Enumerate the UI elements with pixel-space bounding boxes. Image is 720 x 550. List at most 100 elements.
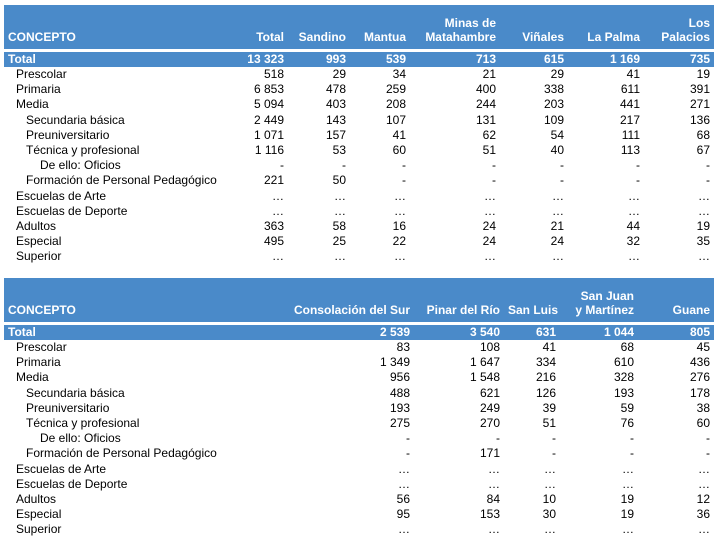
cell-value: … xyxy=(622,476,634,491)
cell-value: 1 647 xyxy=(469,355,500,370)
cell-value: 956 xyxy=(389,370,410,385)
row-label: Preuniversitario xyxy=(26,400,110,415)
municipality-column-header: Guane xyxy=(638,278,714,322)
cell-value: … xyxy=(334,203,346,218)
cell-value: 338 xyxy=(543,82,564,97)
row-label: Escuelas de Arte xyxy=(16,188,107,203)
cell-value: - xyxy=(492,173,496,188)
cell-value: 44 xyxy=(626,218,640,233)
cell-value: - xyxy=(706,431,710,446)
table-row: Primaria 1 349 1 647 334 610 436 xyxy=(4,355,714,370)
cell-value: 68 xyxy=(620,340,634,355)
cell-value: … xyxy=(394,188,406,203)
cell-value: 24 xyxy=(550,234,564,249)
cell-value: … xyxy=(394,203,406,218)
cell-value: 19 xyxy=(696,67,710,82)
cell-value: … xyxy=(698,461,710,476)
table-row: De ello: Oficios - - - - - - - xyxy=(4,158,714,173)
row-label: Prescolar xyxy=(16,67,67,82)
cell-value: 58 xyxy=(332,218,346,233)
cell-value: - xyxy=(706,158,710,173)
cell-value: 24 xyxy=(482,234,496,249)
table-row: De ello: Oficios - - - - - xyxy=(4,431,714,446)
municipality-column-header: Los Palacios xyxy=(644,5,714,49)
table-row: Formación de Personal Pedagógico - 171 - - - xyxy=(4,446,714,461)
cell-value: … xyxy=(272,188,284,203)
table-row: Adultos 363 58 16 24 21 44 19 xyxy=(4,219,714,234)
cell-value: … xyxy=(484,249,496,264)
table-row: Prescolar 518 29 34 21 29 41 19 xyxy=(4,67,714,82)
cell-value: 276 xyxy=(689,370,710,385)
cell-value: … xyxy=(398,476,410,491)
concept-column-header: CONCEPTO xyxy=(4,5,240,49)
table-row: Técnica y profesional 275 270 51 76 60 xyxy=(4,416,714,431)
cell-value: 83 xyxy=(396,340,410,355)
cell-value: - xyxy=(560,158,564,173)
cell-value: 34 xyxy=(392,67,406,82)
row-label: Formación de Personal Pedagógico xyxy=(26,173,217,188)
cell-value: 10 xyxy=(542,491,556,506)
cell-value: 107 xyxy=(385,112,406,127)
municipality-column-header: Total xyxy=(240,5,288,49)
cell-value: 249 xyxy=(479,400,500,415)
table-row: Formación de Personal Pedagógico 221 50 - - -… xyxy=(4,173,714,188)
cell-value: … xyxy=(334,249,346,264)
cell-value: 328 xyxy=(613,370,634,385)
cell-value: 143 xyxy=(325,112,346,127)
cell-value: 518 xyxy=(263,67,284,82)
table-row: Superior…………… xyxy=(4,522,714,537)
row-label: Escuelas de Arte xyxy=(16,461,107,476)
cell-value: … xyxy=(272,203,284,218)
cell-value: 50 xyxy=(332,173,346,188)
cell-value: 36 xyxy=(696,507,710,522)
cell-value: 217 xyxy=(619,112,640,127)
cell-value: 157 xyxy=(325,127,346,142)
cell-value: 495 xyxy=(263,234,284,249)
cell-value: … xyxy=(398,522,410,537)
cell-value: 60 xyxy=(696,416,710,431)
cell-value: … xyxy=(622,461,634,476)
cell-value: - xyxy=(496,431,500,446)
cell-value: 62 xyxy=(482,127,496,142)
table-row: Escuelas de Arte………………… xyxy=(4,189,714,204)
municipality-column-header: Viñales xyxy=(500,5,568,49)
row-label: Total xyxy=(4,325,284,340)
cell-value: - xyxy=(342,158,346,173)
cell-value: 221 xyxy=(263,173,284,188)
table-row: Preuniversitario 1 071 157 41 62 54 111 68 xyxy=(4,128,714,143)
cell-value: 19 xyxy=(620,491,634,506)
cell-value: 3 540 xyxy=(414,325,504,340)
total-row: Total 2 539 3 540 631 1 044 805 xyxy=(4,325,714,340)
cell-value: 41 xyxy=(626,67,640,82)
cell-value: 29 xyxy=(550,67,564,82)
cell-value: 153 xyxy=(479,507,500,522)
cell-value: 436 xyxy=(689,355,710,370)
cell-value: 38 xyxy=(696,400,710,415)
cell-value: 32 xyxy=(626,234,640,249)
cell-value: 2 539 xyxy=(284,325,414,340)
cell-value: 621 xyxy=(479,385,500,400)
table-row: Escuelas de Deporte…………… xyxy=(4,477,714,492)
cell-value: 68 xyxy=(696,127,710,142)
cell-value: 35 xyxy=(696,234,710,249)
cell-value: - xyxy=(636,158,640,173)
cell-value: - xyxy=(630,431,634,446)
row-label: Primaria xyxy=(16,355,61,370)
cell-value: 60 xyxy=(392,143,406,158)
row-label: Primaria xyxy=(16,82,61,97)
cell-value: 45 xyxy=(696,340,710,355)
cell-value: 403 xyxy=(325,97,346,112)
row-label: Técnica y profesional xyxy=(26,143,140,158)
cell-value: … xyxy=(622,522,634,537)
table-row: Adultos 56 84 10 19 12 xyxy=(4,492,714,507)
cell-value: 610 xyxy=(613,355,634,370)
cell-value: … xyxy=(488,522,500,537)
cell-value: … xyxy=(698,522,710,537)
cell-value: 993 xyxy=(288,52,350,67)
municipality-column-header: Mantua xyxy=(350,5,410,49)
cell-value: 488 xyxy=(389,385,410,400)
cell-value: 111 xyxy=(621,127,640,142)
table-row: Prescolar 83 108 41 68 45 xyxy=(4,340,714,355)
cell-value: 171 xyxy=(479,446,500,461)
table-row: Media 5 094 403 208 244 203 441 271 xyxy=(4,97,714,112)
